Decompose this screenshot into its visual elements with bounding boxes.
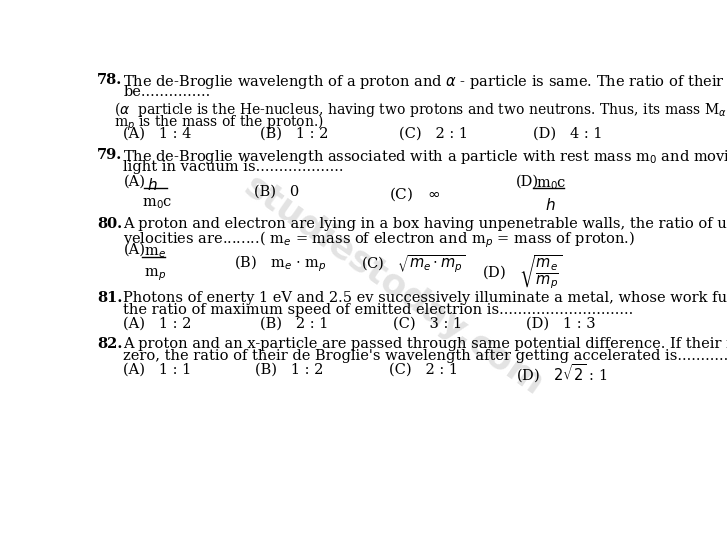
Text: (A)   1 : 2: (A) 1 : 2: [124, 317, 192, 331]
Text: (A): (A): [124, 175, 145, 188]
Text: (B)   0: (B) 0: [254, 185, 299, 199]
Text: (C)   $\sqrt{m_e \cdot m_p}$: (C) $\sqrt{m_e \cdot m_p}$: [361, 254, 465, 275]
Text: The de-Broglie wavelength associated with a particle with rest mass m$_0$ and mo: The de-Broglie wavelength associated wit…: [124, 148, 727, 166]
Text: 82.: 82.: [97, 337, 122, 351]
Text: m$_p$ is the mass of the proton.): m$_p$ is the mass of the proton.): [114, 112, 324, 133]
Text: Photons of enerty 1 eV and 2.5 ev successively illuminate a metal, whose work fu: Photons of enerty 1 eV and 2.5 ev succes…: [124, 290, 727, 305]
Text: (A)   1 : 1: (A) 1 : 1: [124, 363, 192, 377]
Text: (C)   2 : 1: (C) 2 : 1: [389, 363, 458, 377]
Text: studiestoday.com: studiestoday.com: [237, 168, 550, 402]
Text: (D)   $2\sqrt{2}$ : 1: (D) $2\sqrt{2}$ : 1: [515, 363, 607, 386]
Text: (C)   2 : 1: (C) 2 : 1: [399, 126, 468, 141]
Text: m$_0$c: m$_0$c: [142, 196, 172, 211]
Text: $h$: $h$: [545, 197, 555, 213]
Text: 81.: 81.: [97, 290, 122, 305]
Text: be...............: be...............: [124, 85, 211, 99]
Text: (C)   3 : 1: (C) 3 : 1: [393, 317, 462, 331]
Text: m$_e$: m$_e$: [145, 245, 166, 260]
Text: (B)   1 : 2: (B) 1 : 2: [260, 126, 328, 141]
Text: 80.: 80.: [97, 217, 122, 230]
Text: velocities are........( m$_e$ = mass of electron and m$_p$ = mass of proton.): velocities are........( m$_e$ = mass of …: [124, 229, 635, 249]
Text: (C)   $\infty$: (C) $\infty$: [389, 185, 441, 203]
Text: The de-Broglie wavelength of a proton and $\alpha$ - particle is same. The ratio: The de-Broglie wavelength of a proton an…: [124, 73, 727, 91]
Text: $h$: $h$: [147, 177, 157, 193]
Text: (D)   $\sqrt{\dfrac{m_e}{m_p}}$: (D) $\sqrt{\dfrac{m_e}{m_p}}$: [482, 254, 563, 291]
Text: (B)   1 : 2: (B) 1 : 2: [255, 363, 324, 377]
Text: (B)   m$_e$ $\cdot$ m$_p$: (B) m$_e$ $\cdot$ m$_p$: [234, 254, 327, 274]
Text: (A): (A): [124, 243, 145, 257]
Text: (A)   1 : 4: (A) 1 : 4: [124, 126, 192, 141]
Text: (D): (D): [515, 175, 539, 188]
Text: the ratio of maximum speed of emitted electrion is.............................: the ratio of maximum speed of emitted el…: [124, 303, 634, 317]
Text: (D)   4 : 1: (D) 4 : 1: [533, 126, 602, 141]
Text: light in vacuum is...................: light in vacuum is...................: [124, 161, 344, 175]
Text: A proton and electron are lying in a box having unpenetrable walls, the ratio of: A proton and electron are lying in a box…: [124, 217, 727, 230]
Text: (D)   1 : 3: (D) 1 : 3: [526, 317, 596, 331]
Text: 79.: 79.: [97, 148, 122, 162]
Text: 78.: 78.: [97, 73, 122, 86]
Text: m$_p$: m$_p$: [145, 266, 166, 283]
Text: zero, the ratio of their de Broglie's wavelength after getting accelerated is...: zero, the ratio of their de Broglie's wa…: [124, 349, 727, 363]
Text: (B)   2 : 1: (B) 2 : 1: [260, 317, 328, 331]
Text: A proton and an x-particle are passed through same potential difference. If thei: A proton and an x-particle are passed th…: [124, 337, 727, 351]
Text: m$_0$c: m$_0$c: [536, 177, 566, 192]
Text: ($\alpha$  particle is the He-nucleus, having two protons and two neutrons. Thus: ($\alpha$ particle is the He-nucleus, ha…: [114, 100, 727, 121]
